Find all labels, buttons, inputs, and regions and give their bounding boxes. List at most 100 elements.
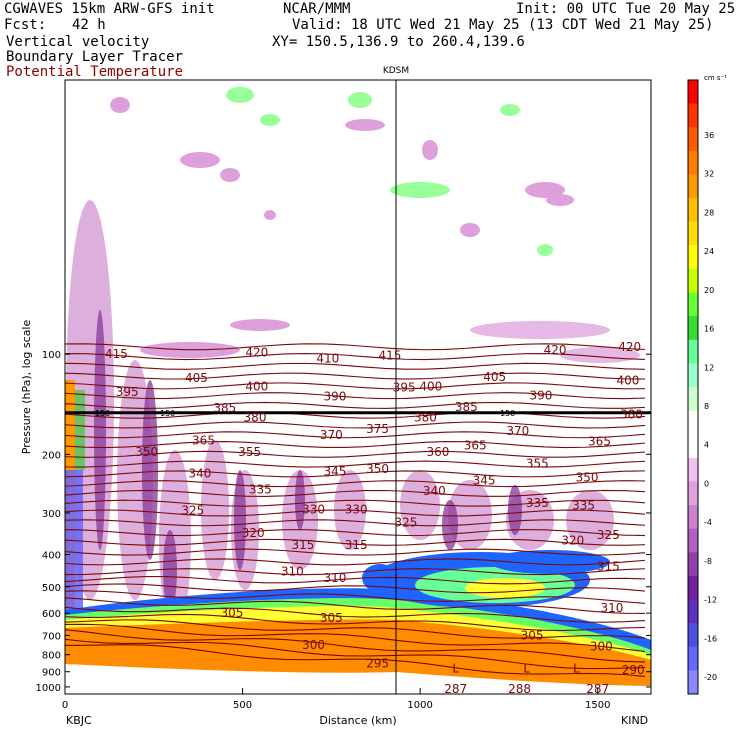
station-left-label: KBJC: [66, 714, 92, 727]
theta-contour: [65, 568, 646, 576]
theta-label: 305: [320, 611, 343, 625]
theta-contour: [65, 519, 646, 527]
colorbar-tick-label: -8: [704, 557, 712, 566]
theta-contour: [65, 606, 646, 623]
theta-label: 405: [185, 371, 208, 385]
theta-label: 325: [597, 528, 620, 542]
valid-time: Valid: 18 UTC Wed 21 May 25 (13 CDT Wed …: [292, 17, 714, 33]
theta-label: 287: [586, 682, 609, 696]
theta-label: 330: [345, 503, 368, 517]
theta-label: 325: [394, 515, 417, 529]
theta-contour: [65, 372, 646, 380]
colorbar-tick-label: -20: [704, 673, 717, 682]
velocity-blob: [560, 347, 640, 363]
x-tick-label: 500: [233, 700, 252, 711]
theta-label: 330: [302, 503, 325, 517]
colorbar-tick-label: 20: [704, 286, 714, 295]
center-name: NCAR/MMM: [283, 1, 351, 17]
colorbar-swatch: [688, 316, 698, 341]
theta-label: 380: [620, 408, 643, 422]
velocity-blob: [537, 244, 553, 256]
terrain: [65, 664, 651, 694]
theta-label: 420: [544, 343, 567, 357]
theta-label: 310: [323, 571, 346, 585]
velocity-blob: [348, 92, 372, 108]
velocity-core: [94, 310, 106, 550]
velocity-blob: [422, 140, 438, 160]
theta-label: 420: [245, 346, 268, 360]
theta-contour: [65, 613, 646, 632]
theta-label: 410: [316, 351, 339, 365]
velocity-blob: [345, 119, 385, 131]
colorbar-swatch: [688, 339, 698, 364]
theta-label: 310: [600, 601, 623, 615]
colorbar-tick-label: 0: [704, 479, 709, 488]
colorbar-swatch: [688, 410, 698, 435]
colorbar-tick-label: 12: [704, 363, 714, 372]
colorbar-swatch: [688, 552, 698, 577]
x-axis-label: Distance (km): [319, 714, 396, 727]
colorbar-tick-label: 16: [704, 325, 714, 334]
low-marker: L: [573, 661, 580, 675]
theta-contour: [65, 480, 646, 488]
theta-label: 395: [116, 385, 139, 399]
velocity-blob: [500, 104, 520, 116]
theta-label: 300: [302, 638, 325, 652]
theta-contour: [65, 431, 646, 439]
velocity-streak: [448, 480, 492, 550]
theta-label: 295: [366, 656, 389, 670]
y-tick-label: 300: [42, 509, 61, 520]
theta-label: 365: [464, 438, 487, 452]
theta-label: 375: [366, 422, 389, 436]
velocity-blob: [226, 87, 254, 103]
theta-label: 300: [590, 639, 613, 653]
y-tick-label: 700: [42, 631, 61, 642]
colorbar-swatch: [688, 363, 698, 388]
theta-contour: [65, 576, 646, 585]
colorbar-tick-label: -4: [704, 518, 712, 527]
velocity-blob: [460, 223, 480, 237]
theta-contour: [65, 411, 646, 419]
y-axis-label: Pressure (hPa), log scale: [20, 320, 33, 455]
theta-label: 365: [588, 435, 611, 449]
velocity-blob: [110, 97, 130, 113]
theta-label: 390: [323, 389, 346, 403]
y-tick-label: 1000: [36, 683, 61, 694]
station-right-label: KIND: [621, 714, 648, 727]
theta-label: 315: [597, 560, 620, 574]
theta-label: 320: [561, 533, 584, 547]
theta-label: 305: [220, 606, 243, 620]
y-tick-label: 100: [42, 350, 61, 361]
theta-contour: [65, 343, 646, 351]
theta-label: 385: [455, 400, 478, 414]
theta-label: 405: [483, 370, 506, 384]
colorbar-swatch: [688, 198, 698, 223]
theta-label: 335: [526, 496, 549, 510]
colorbar-swatch: [688, 245, 698, 270]
theta-label: 290: [622, 663, 645, 677]
theta-label: 395: [393, 381, 416, 395]
y-tick-label: 600: [42, 609, 61, 620]
colorbar-tick-label: 4: [704, 441, 709, 450]
theta-label: 380: [414, 411, 437, 425]
theta-label: 335: [249, 482, 272, 496]
colorbar-swatch: [688, 670, 698, 695]
theta-contour: [65, 460, 646, 468]
cross-section-xy: XY= 150.5,136.9 to 260.4,139.6: [272, 34, 525, 50]
tracer-label: 150: [95, 409, 110, 418]
theta-contour: [65, 637, 646, 670]
theta-label: 370: [506, 424, 529, 438]
velocity-blob: [525, 182, 565, 198]
y-tick-label: 400: [42, 551, 61, 562]
colorbar-swatch: [688, 221, 698, 246]
velocity-core: [142, 380, 158, 560]
theta-contour: [65, 590, 646, 604]
theta-label: 325: [181, 504, 204, 518]
theta-contour: [65, 597, 646, 614]
colorbar-frame: [687, 79, 699, 695]
y-tick-label: 900: [42, 668, 61, 679]
theta-contour: [65, 558, 646, 566]
theta-label: 365: [192, 434, 215, 448]
velocity-column: [65, 470, 83, 620]
model-title: CGWAVES 15km ARW-GFS init: [4, 1, 215, 17]
